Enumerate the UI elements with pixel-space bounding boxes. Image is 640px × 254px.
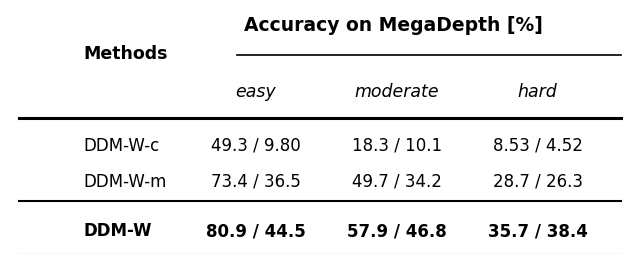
Text: 49.7 / 34.2: 49.7 / 34.2 bbox=[352, 172, 442, 190]
Text: DDM-W: DDM-W bbox=[83, 221, 152, 239]
Text: DDM-W-c: DDM-W-c bbox=[83, 136, 159, 154]
Text: moderate: moderate bbox=[355, 83, 439, 101]
Text: 80.9 / 44.5: 80.9 / 44.5 bbox=[206, 221, 306, 239]
Text: 49.3 / 9.80: 49.3 / 9.80 bbox=[211, 136, 301, 154]
Text: hard: hard bbox=[518, 83, 557, 101]
Text: 8.53 / 4.52: 8.53 / 4.52 bbox=[493, 136, 582, 154]
Text: 28.7 / 26.3: 28.7 / 26.3 bbox=[493, 172, 582, 190]
Text: 18.3 / 10.1: 18.3 / 10.1 bbox=[352, 136, 442, 154]
Text: 57.9 / 46.8: 57.9 / 46.8 bbox=[347, 221, 447, 239]
Text: 73.4 / 36.5: 73.4 / 36.5 bbox=[211, 172, 301, 190]
Text: DDM-W-m: DDM-W-m bbox=[83, 172, 166, 190]
Text: easy: easy bbox=[236, 83, 276, 101]
Text: 35.7 / 38.4: 35.7 / 38.4 bbox=[488, 221, 588, 239]
Text: Methods: Methods bbox=[83, 45, 168, 62]
Text: Accuracy on MegaDepth [%]: Accuracy on MegaDepth [%] bbox=[244, 16, 543, 35]
